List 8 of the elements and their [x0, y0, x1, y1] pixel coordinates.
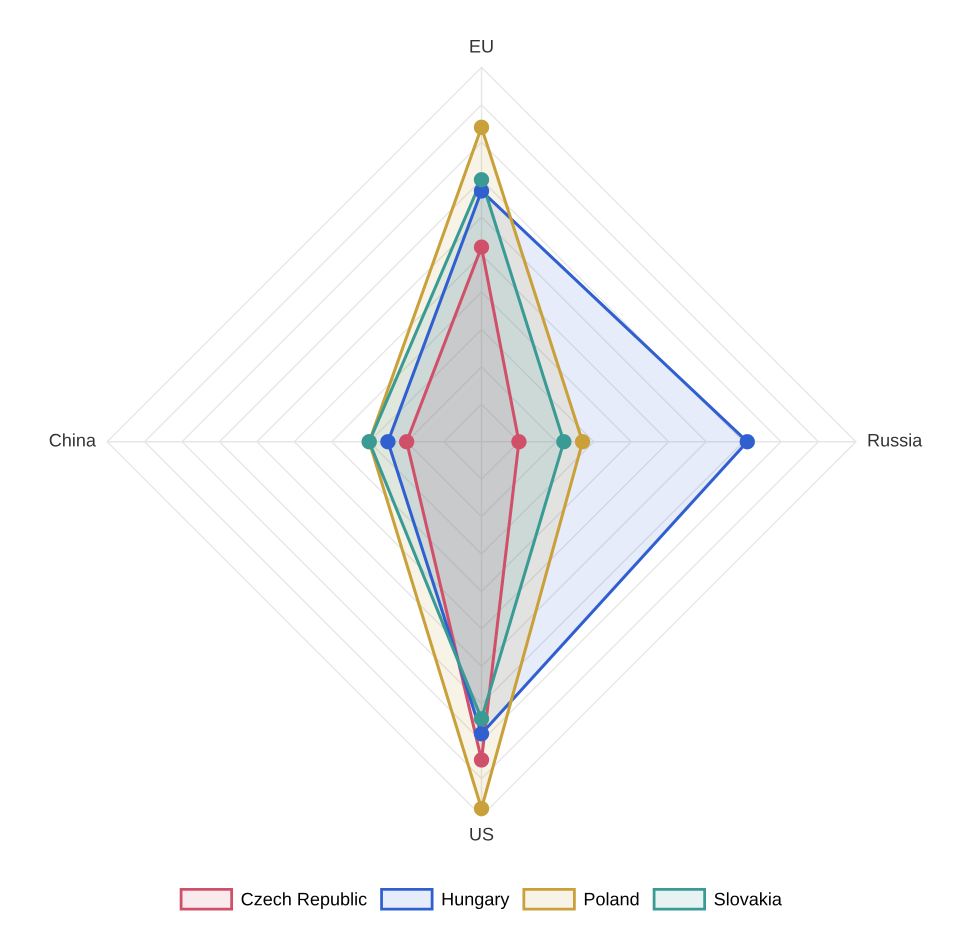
spoke-label: Russia [868, 433, 922, 447]
spoke-label: China [50, 433, 96, 447]
legend-label: Hungary [442, 892, 510, 910]
spoke-label: US [470, 828, 494, 841]
legend-label: Poland [584, 892, 638, 906]
legend-label: Czech Republic [242, 892, 367, 910]
legend-label: Slovakia [714, 892, 782, 906]
spoke-label: EU [470, 40, 493, 53]
